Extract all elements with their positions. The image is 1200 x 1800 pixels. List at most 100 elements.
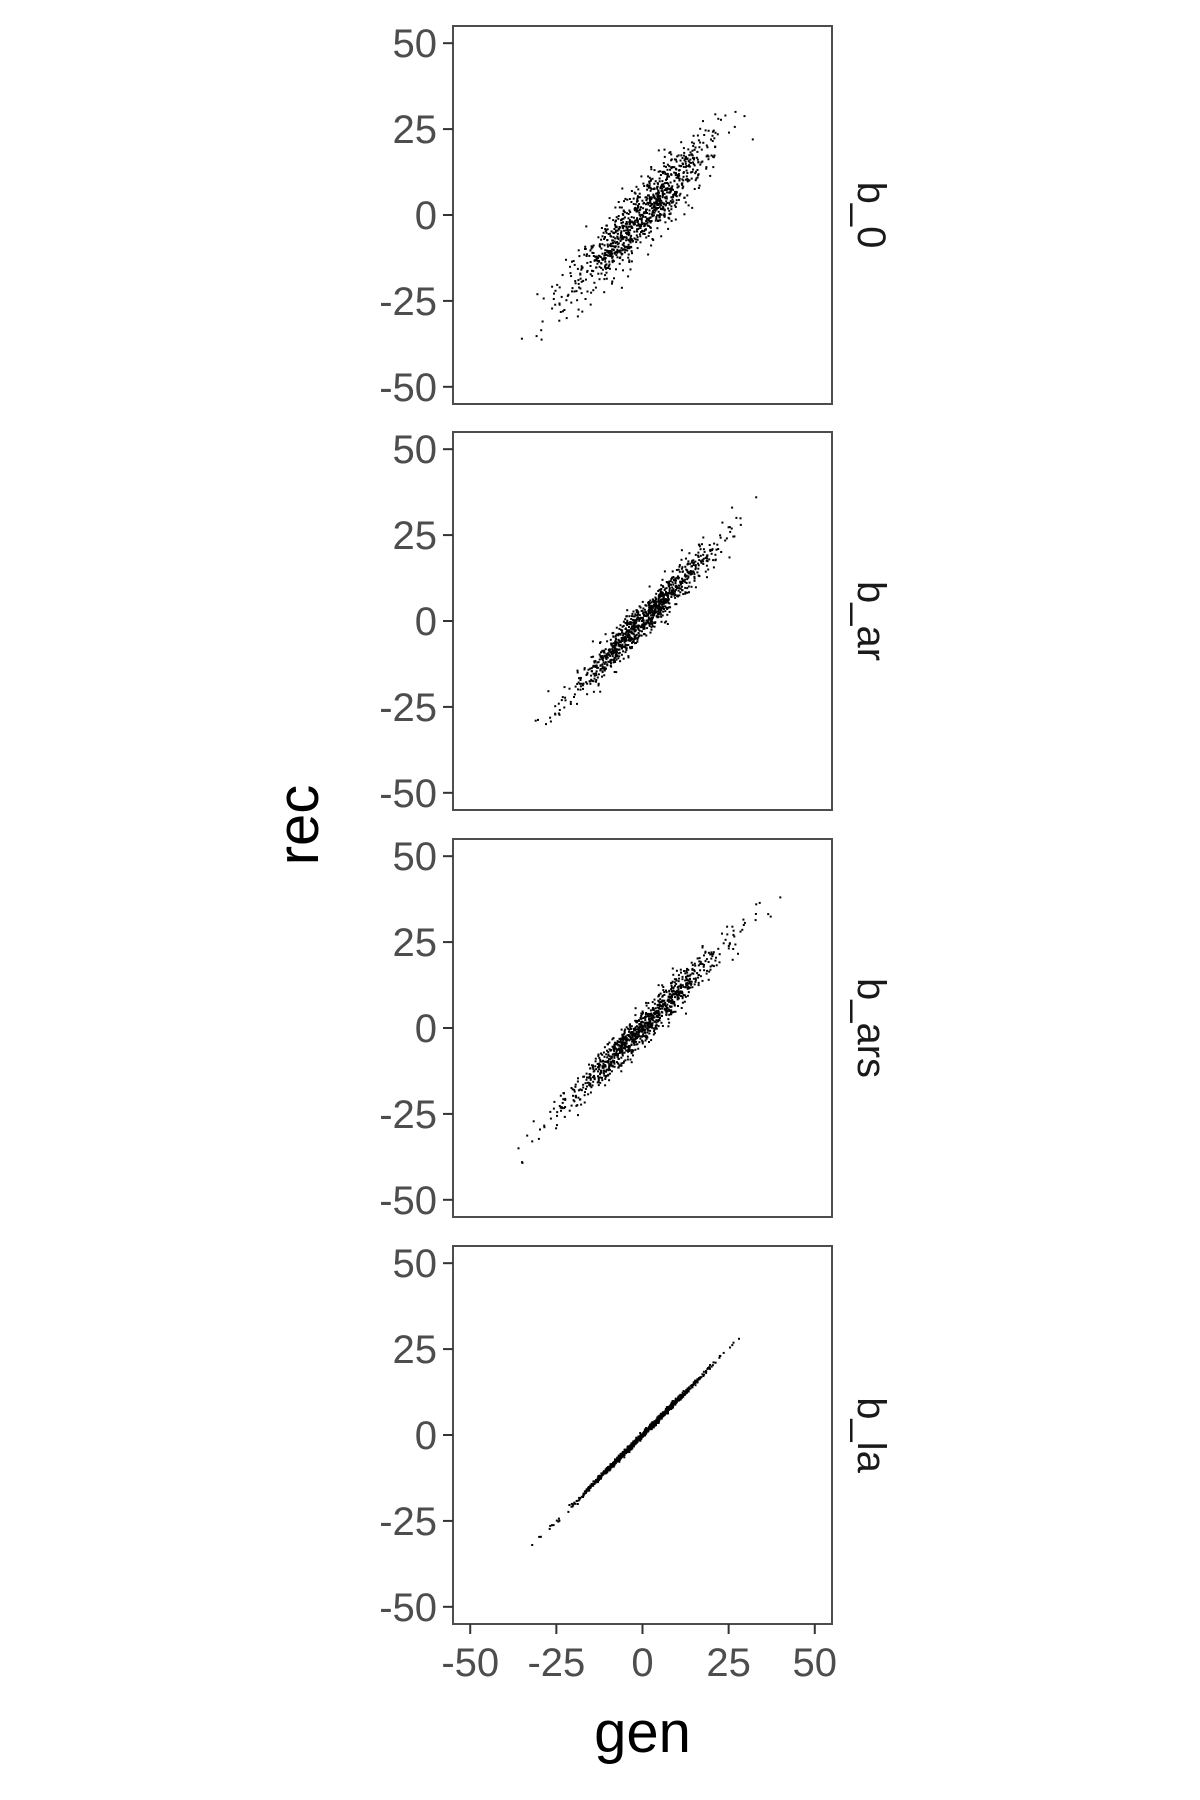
data-point — [630, 1031, 632, 1034]
data-point — [570, 275, 573, 278]
data-point — [648, 623, 651, 626]
data-point — [644, 1036, 647, 1039]
data-point — [614, 651, 617, 654]
data-point — [651, 1016, 654, 1019]
data-point — [699, 554, 702, 557]
data-point — [573, 1088, 576, 1091]
data-point — [597, 1054, 600, 1057]
data-point — [520, 337, 523, 340]
data-point — [623, 1043, 626, 1046]
data-point — [611, 282, 613, 285]
data-point — [592, 255, 595, 257]
data-point — [521, 1161, 524, 1164]
data-point — [728, 943, 731, 946]
data-point — [627, 232, 629, 235]
data-point — [564, 696, 567, 699]
data-point — [638, 225, 641, 228]
data-point — [586, 693, 589, 696]
data-point — [558, 286, 561, 289]
data-point — [612, 642, 615, 645]
data-point — [675, 1399, 678, 1401]
data-point — [687, 165, 690, 168]
data-point — [655, 1019, 658, 1022]
data-point — [685, 977, 688, 980]
data-point — [613, 671, 616, 673]
data-point — [717, 947, 720, 950]
data-point — [711, 955, 714, 958]
data-point — [589, 1073, 592, 1076]
data-point — [594, 666, 597, 668]
data-point — [572, 1094, 574, 1097]
data-point — [621, 1041, 623, 1044]
data-point — [639, 235, 642, 238]
y-tick-label: 50 — [393, 835, 438, 879]
data-point — [657, 210, 660, 213]
data-point — [599, 1073, 601, 1076]
data-point — [679, 968, 682, 971]
data-point — [649, 1428, 652, 1431]
data-point — [627, 1038, 630, 1041]
data-point — [666, 174, 669, 177]
data-point — [664, 1001, 667, 1004]
data-point — [660, 1001, 663, 1004]
data-point — [687, 575, 690, 578]
data-point — [644, 1028, 647, 1031]
data-point — [647, 224, 650, 227]
data-point — [642, 627, 645, 630]
data-point — [642, 212, 645, 215]
data-point — [663, 599, 666, 602]
data-point — [692, 977, 695, 980]
data-point — [709, 965, 712, 968]
data-point — [597, 673, 600, 676]
data-point — [658, 1019, 661, 1022]
data-point — [636, 614, 639, 617]
data-point — [657, 149, 660, 152]
y-tick-label: -50 — [379, 1179, 437, 1223]
data-point — [665, 203, 668, 206]
data-point — [709, 968, 712, 971]
data-point — [666, 593, 668, 596]
data-point — [585, 1491, 588, 1493]
data-point — [686, 591, 689, 594]
data-point — [714, 1361, 717, 1364]
data-point — [688, 974, 691, 977]
data-point — [687, 982, 690, 985]
data-point — [647, 1429, 650, 1432]
data-point — [643, 212, 646, 215]
data-point — [614, 223, 616, 226]
data-point — [670, 984, 673, 987]
data-point — [665, 195, 668, 198]
data-point — [697, 574, 700, 577]
data-point — [678, 564, 681, 567]
data-point — [598, 1064, 600, 1067]
data-point — [617, 648, 620, 651]
data-point — [590, 670, 593, 673]
data-point — [629, 241, 632, 244]
data-point — [707, 961, 710, 963]
data-point — [610, 1466, 612, 1469]
data-point — [703, 550, 706, 553]
data-point — [613, 1045, 616, 1048]
data-point — [572, 260, 575, 262]
data-point — [671, 201, 674, 204]
data-point — [668, 610, 671, 613]
data-point — [543, 1124, 546, 1127]
data-point — [570, 1505, 573, 1508]
data-point — [726, 933, 729, 936]
data-point — [646, 1430, 649, 1433]
data-point — [661, 614, 664, 617]
data-point — [595, 1068, 598, 1071]
data-point — [724, 539, 727, 542]
data-point — [667, 999, 670, 1002]
data-point — [712, 166, 715, 169]
data-point — [603, 1069, 606, 1072]
data-point — [693, 188, 696, 190]
data-point — [670, 997, 673, 1000]
data-point — [622, 221, 624, 224]
data-point — [656, 616, 659, 619]
data-point — [728, 526, 731, 529]
data-point — [622, 237, 625, 240]
data-point — [676, 595, 679, 597]
data-point — [648, 1041, 650, 1043]
data-point — [669, 1406, 671, 1409]
